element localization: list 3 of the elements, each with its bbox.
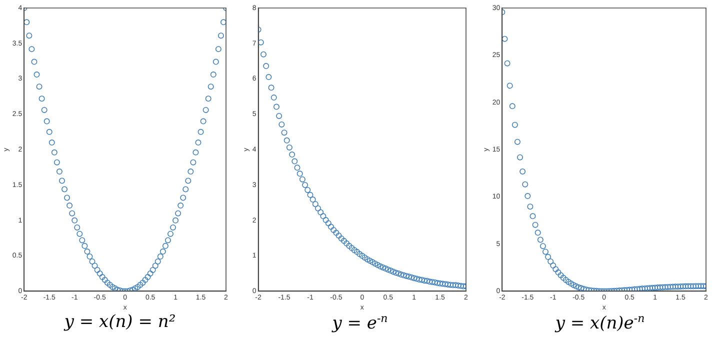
text: y = e$^{-n}$ — [330, 312, 389, 334]
text: y = x(n)e$^{-n}$ — [554, 312, 646, 334]
text: y = x(n) = n² — [62, 312, 177, 332]
